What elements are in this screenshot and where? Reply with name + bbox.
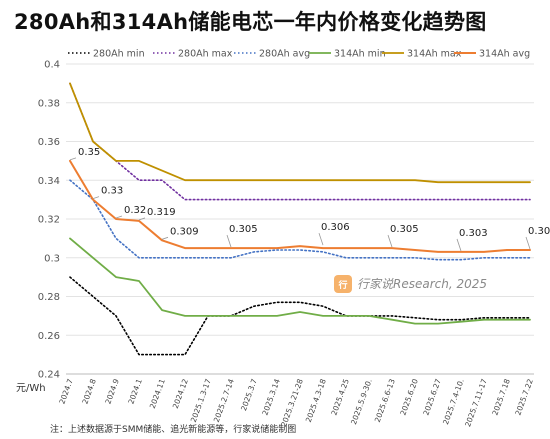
x-tick-label: 2025.5.9-30. <box>349 378 374 426</box>
legend-label: 314Ah min <box>334 49 386 60</box>
data-label-text: 0.305 <box>229 224 258 235</box>
x-tick-label: 2024.9 <box>103 377 121 405</box>
line-chart: 0.24 0.26 0.28 0.3 0.32 0.34 0.36 0.38 0.4 元/Wh 20… <box>16 49 550 429</box>
data-label: 0.305 <box>226 224 258 248</box>
y-tick-label: 0.24 <box>38 370 60 381</box>
data-label-text: 0.33 <box>101 186 123 197</box>
series-line-314ah-max <box>69 82 531 184</box>
x-tick-label: 2024.1 <box>126 377 144 405</box>
x-tick-label: 2025.3.21-28 <box>279 377 305 428</box>
x-tick-label: 2025.4.25 <box>329 377 351 416</box>
data-label-leader <box>456 238 462 252</box>
y-tick-label: 0.28 <box>38 292 60 303</box>
data-label-leader <box>92 196 100 200</box>
y-tick-label: 0.26 <box>38 331 60 342</box>
data-label: 0.304 <box>525 226 550 250</box>
data-label-leader <box>387 234 393 248</box>
data-label: 0.306 <box>318 222 350 246</box>
data-label-text: 0.306 <box>321 222 350 233</box>
x-tick-label: 2025.3.7 <box>239 377 259 412</box>
data-label-text: 0.35 <box>78 147 100 158</box>
x-tick-label: 2025.6.6-13 <box>373 377 397 423</box>
x-tick-label: 2025.3.14 <box>260 377 282 416</box>
y-tick-label: 0.38 <box>38 98 60 109</box>
data-label: 0.319 <box>138 207 176 221</box>
data-label-text: 0.305 <box>390 224 419 235</box>
source-note: 注：上述数据源于SMM储能、追光新能源等，行家说储能制图 <box>50 425 297 435</box>
data-label-text: 0.319 <box>147 207 176 218</box>
data-label-leader <box>69 157 77 161</box>
x-tick-label: 2024.7 <box>57 377 75 405</box>
y-axis-unit: 元/Wh <box>16 383 46 394</box>
legend: 280Ah min 280Ah max 280Ah avg 314Ah min 314A… <box>68 49 530 60</box>
data-label-leader <box>161 236 169 240</box>
data-label: 0.35 <box>69 147 100 161</box>
legend-label: 314Ah avg <box>479 49 530 60</box>
data-label-leader <box>115 215 123 219</box>
data-label-text: 0.32 <box>124 205 146 216</box>
y-tick-label: 0.3 <box>44 253 60 264</box>
x-tick-label: 2025.7.18 <box>490 377 512 416</box>
y-tick-label: 0.4 <box>44 60 60 71</box>
chart-title: 280Ah和314Ah储能电芯一年内价格变化趋势图 <box>14 10 487 34</box>
data-label-leader <box>138 217 146 221</box>
watermark-logo-glyph: 行 <box>337 279 347 291</box>
data-label-leader <box>226 234 232 248</box>
data-label: 0.303 <box>456 228 488 252</box>
series-line-280ah-max <box>69 82 531 201</box>
data-label: 0.309 <box>161 226 199 240</box>
x-tick-label: 2025.7.4-10. <box>441 378 466 426</box>
series-line-314ah-min <box>69 237 531 325</box>
x-tick-label: 2025.1.3-17 <box>189 377 213 423</box>
x-tick-label: 2024.8 <box>80 377 98 405</box>
x-tick-label: 2025.6.27 <box>421 377 443 416</box>
watermark-logo-icon <box>334 275 352 293</box>
data-label-text: 0.304 <box>528 226 550 237</box>
data-label-leader <box>525 236 531 250</box>
x-tick-label: 2025.7.11-17 <box>463 377 489 428</box>
y-tick-label: 0.36 <box>38 137 60 148</box>
data-label: 0.32 <box>115 205 146 219</box>
series-line-280ah-min <box>69 276 531 356</box>
series-line-314ah-avg <box>69 159 531 253</box>
data-label-text: 0.303 <box>459 228 488 239</box>
watermark-text: 行家说Research, 2025 <box>357 277 487 291</box>
data-label-leader <box>318 232 324 246</box>
watermark: 行行家说Research, 2025 <box>334 275 487 293</box>
x-tick-label: 2024.12 <box>171 377 190 409</box>
data-label: 0.33 <box>92 186 123 200</box>
data-label: 0.305 <box>387 224 419 248</box>
y-tick-label: 0.34 <box>38 176 60 187</box>
x-tick-label: 2025.2.7-14 <box>212 377 236 423</box>
x-tick-label: 2025.4.3-18 <box>304 377 328 423</box>
legend-label: 280Ah avg <box>259 49 310 60</box>
legend-label: 314Ah max <box>407 49 462 60</box>
y-tick-label: 0.32 <box>38 215 60 226</box>
legend-label: 280Ah min <box>93 49 145 60</box>
data-label-text: 0.309 <box>170 226 199 237</box>
x-tick-label: 2024.11 <box>148 377 167 409</box>
legend-label: 280Ah max <box>178 49 233 60</box>
x-tick-label: 2025.7.22 <box>513 377 535 416</box>
x-tick-label: 2025.6.20 <box>398 377 420 416</box>
series-line-280ah-avg <box>69 179 531 261</box>
